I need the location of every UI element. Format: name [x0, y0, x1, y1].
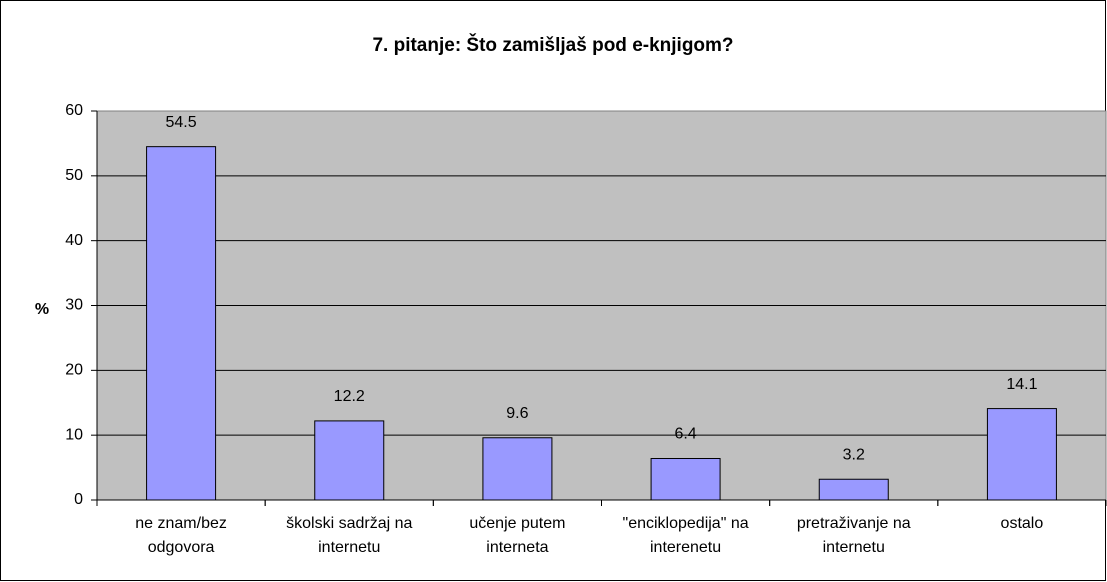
y-axis-label: %: [35, 301, 49, 318]
bar: [818, 478, 889, 501]
bar: [986, 408, 1057, 501]
y-tick-label: 30: [65, 297, 83, 314]
bar: [650, 458, 721, 501]
y-tick-label: 60: [65, 102, 83, 119]
x-tick-label: "enciklopedija" na interenetu: [622, 515, 749, 556]
chart-title: 7. pitanje: Što zamišljaš pod e-knjigom?: [372, 34, 733, 56]
y-tick-label: 10: [65, 426, 83, 443]
data-label: 12.2: [334, 388, 365, 405]
data-label: 54.5: [166, 114, 197, 131]
bar: [146, 146, 217, 501]
x-tick-label: pretraživanje na internetu: [796, 515, 911, 556]
x-tick-label: školski sadržaj na internetu: [286, 515, 413, 556]
x-tick-label: ostalo: [1000, 515, 1044, 532]
y-tick-label: 0: [74, 491, 83, 508]
data-label: 9.6: [506, 405, 528, 422]
bar: [482, 437, 553, 501]
y-tick-label: 50: [65, 167, 83, 184]
data-label: 3.2: [843, 446, 865, 463]
data-label: 14.1: [1006, 376, 1037, 393]
y-tick-label: 20: [65, 362, 83, 379]
y-tick-label: 40: [65, 232, 83, 249]
x-tick-label: ne znam/bez odgovora: [135, 515, 227, 556]
data-label: 6.4: [674, 426, 696, 443]
x-tick-label: učenje putem interneta: [469, 515, 566, 556]
bar: [314, 420, 385, 501]
